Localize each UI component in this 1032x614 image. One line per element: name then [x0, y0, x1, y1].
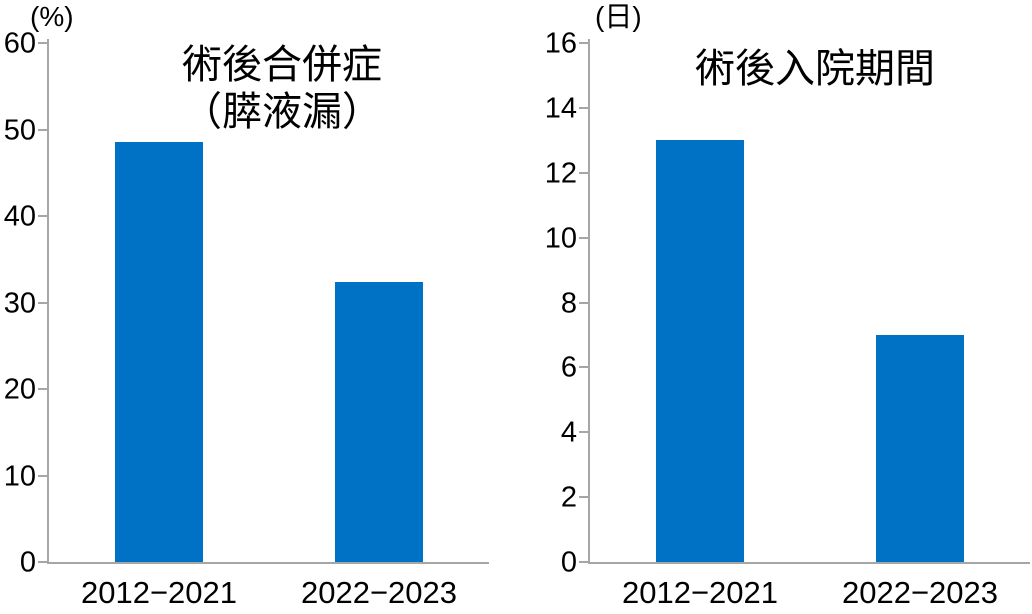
y-axis-tick — [579, 171, 590, 174]
y-axis-tick-label: 0 — [560, 546, 577, 579]
y-axis-tick — [579, 301, 590, 304]
bar-2012−2021 — [656, 140, 744, 562]
chart-title: 術後合併症 （膵液漏） — [182, 42, 382, 136]
x-axis-category-label: 2012−2021 — [80, 575, 238, 610]
chart-title-line: 術後合併症 — [182, 43, 382, 87]
bar-2012−2021 — [115, 142, 203, 562]
chart-panel-postop-complications: (%) 術後合併症 （膵液漏） 0 10 20 30 40 50 60 2012−2021 202… — [3, 1, 489, 610]
y-axis-tick — [579, 366, 590, 369]
y-axis-tick-label: 4 — [560, 416, 577, 449]
y-axis-tick-label: 10 — [544, 222, 577, 255]
y-axis-tick — [38, 128, 49, 131]
x-axis-line — [49, 562, 489, 564]
y-axis-tick — [579, 42, 590, 44]
y-axis-tick-label: 12 — [544, 157, 577, 190]
y-axis-tick — [579, 106, 590, 109]
y-axis-tick — [579, 561, 590, 563]
y-axis-tick-label: 40 — [3, 200, 36, 233]
x-axis-category-label: 2022−2023 — [300, 575, 458, 610]
y-axis-tick — [38, 215, 49, 217]
y-axis-unit-label: (%) — [30, 1, 74, 32]
bar-2022−2023 — [876, 334, 964, 562]
y-axis-tick — [38, 388, 49, 390]
y-axis-tick-label: 14 — [544, 92, 577, 125]
x-axis-line — [590, 562, 1030, 564]
chart-title: 術後入院期間 — [695, 46, 935, 93]
y-axis-tick-label: 60 — [3, 27, 36, 60]
y-axis-tick-label: 8 — [560, 287, 577, 319]
y-axis-tick-label: 6 — [560, 351, 577, 384]
y-axis-tick-label: 0 — [19, 546, 36, 579]
chart-title-line: （膵液漏） — [182, 90, 382, 134]
y-axis-tick — [38, 301, 49, 304]
y-axis-tick-label: 2 — [560, 481, 577, 514]
y-axis-tick — [579, 431, 590, 434]
x-axis-category-label: 2012−2021 — [621, 575, 779, 610]
bar-2022−2023 — [335, 281, 423, 562]
y-axis-tick-label: 16 — [544, 27, 577, 60]
y-axis-tick-label: 20 — [3, 373, 36, 406]
chart-title-line: 術後入院期間 — [695, 47, 935, 91]
y-axis-tick-label: 50 — [3, 114, 36, 146]
y-axis-tick — [38, 561, 49, 563]
y-axis-tick — [38, 474, 49, 477]
y-axis-tick — [579, 496, 590, 499]
y-axis-tick-label: 30 — [3, 287, 36, 319]
x-axis-category-label: 2022−2023 — [841, 575, 999, 610]
chart-panel-postop-hospital-stay: (日) 術後入院期間 0 2 4 6 8 10 12 14 16 2012−2021 2022−20… — [516, 0, 1032, 614]
y-axis-tick — [579, 236, 590, 239]
y-axis-tick-label: 10 — [3, 460, 36, 492]
y-axis-unit-label: (日) — [595, 1, 642, 32]
y-axis-tick — [38, 42, 49, 44]
